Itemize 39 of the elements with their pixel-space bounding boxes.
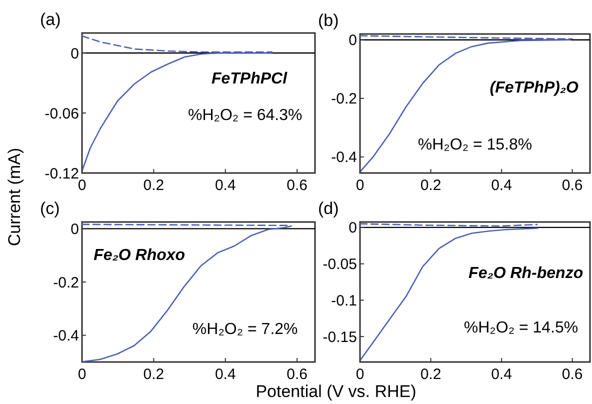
y-tick-label: -0.4: [53, 328, 79, 345]
y-tick-label: -0.12: [44, 165, 79, 182]
x-tick-label: 0.4: [214, 177, 236, 194]
y-tick-label: -0.06: [44, 105, 79, 122]
y-tick-label: 0: [348, 32, 357, 50]
x-tick-label: 0.4: [214, 366, 236, 383]
y-tick-label: 0: [348, 220, 357, 237]
annotation: %H₂O₂ = 15.8%: [418, 136, 532, 154]
y-axis-title: Current (mA): [5, 148, 24, 246]
chart-title: (c): [40, 199, 60, 218]
y-tick-label: -0.4: [331, 149, 357, 166]
y-tick-label: -0.1: [331, 292, 357, 310]
chart-title: (d): [318, 199, 339, 218]
annotation: FeTPhPCl: [211, 70, 288, 88]
x-tick-label: 0.6: [562, 177, 583, 194]
y-tick-label: -0.2: [53, 274, 79, 292]
y-tick-label: 0: [70, 220, 79, 238]
x-tick-label: 0.6: [286, 177, 308, 194]
x-tick-label: 0.2: [143, 366, 164, 383]
chart-title: (b): [318, 11, 339, 30]
x-tick-label: 0.4: [491, 177, 512, 194]
y-tick-label: -0.05: [322, 256, 357, 274]
x-tick-label: 0.4: [491, 366, 512, 383]
x-tick-label: 0.6: [286, 366, 308, 383]
x-axis-title: Potential (V vs. RHE): [256, 382, 416, 401]
y-tick-label: -0.15: [322, 328, 357, 346]
x-tick-label: 0.6: [562, 366, 583, 383]
annotation: Fe₂O Rhoxo: [94, 246, 186, 264]
y-tick-label: 0: [70, 45, 79, 62]
annotation: %H₂O₂ = 7.2%: [192, 321, 298, 338]
chart-title: (a): [40, 10, 61, 29]
x-tick-label: 0.2: [420, 177, 442, 194]
annotation: %H₂O₂ = 14.5%: [464, 320, 578, 337]
x-tick-label: 0.2: [143, 177, 164, 194]
annotation: %H₂O₂ = 64.3%: [188, 106, 302, 124]
x-tick-label: 0.2: [420, 366, 442, 383]
annotation: (FeTPhP)₂O: [490, 79, 580, 96]
y-tick-label: -0.2: [331, 90, 357, 108]
annotation: Fe₂O Rh-benzo: [468, 265, 584, 282]
